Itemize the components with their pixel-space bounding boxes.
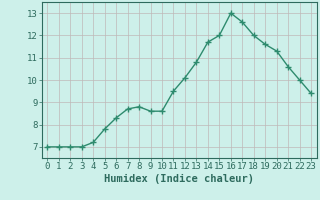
X-axis label: Humidex (Indice chaleur): Humidex (Indice chaleur) bbox=[104, 174, 254, 184]
